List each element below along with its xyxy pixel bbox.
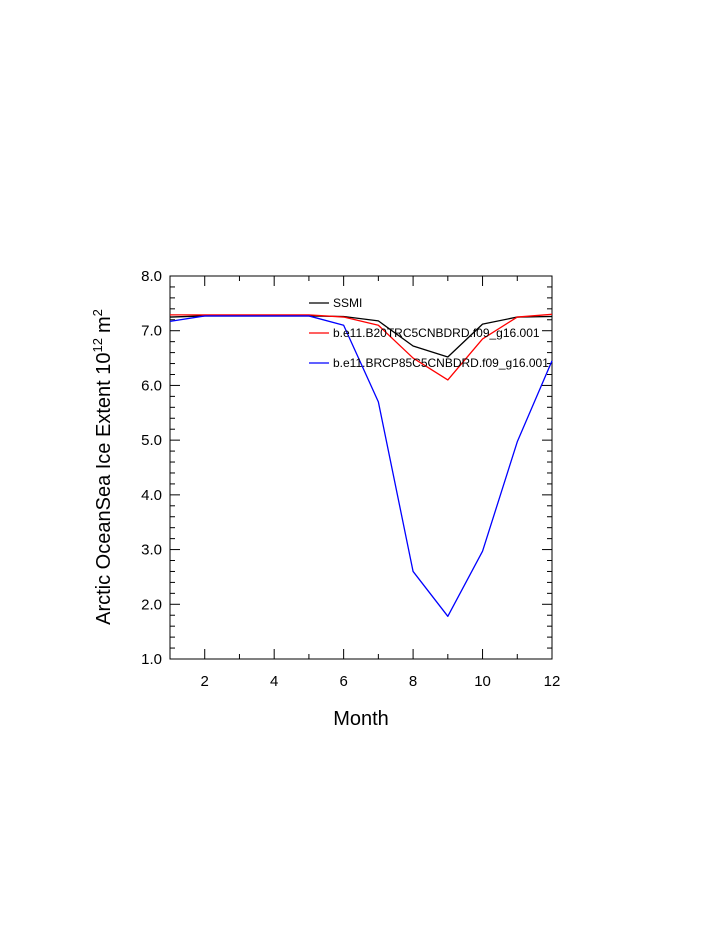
y-tick-label: 2.0 (141, 596, 162, 613)
y-tick-label: 3.0 (141, 542, 162, 559)
legend-label: b.e11.B20TRC5CNBDRD.f09_g16.001 (333, 326, 540, 340)
y-tick-label: 1.0 (141, 651, 162, 668)
series-layer (169, 313, 553, 617)
x-tick-label: 8 (409, 673, 417, 690)
plot-frame (169, 275, 553, 660)
y-axis-title-unit-exponent: 2 (90, 309, 105, 316)
x-tick-label: 6 (339, 673, 347, 690)
axis-ticks: 1.0 2.0 3.0 4.0 5.0 6.0 7.0 8.0 2 4 6 8 10 12 (141, 268, 560, 690)
series-line-2 (169, 315, 553, 617)
x-tick-label: 2 (201, 673, 209, 690)
y-tick-label: 6.0 (141, 377, 162, 394)
y-tick-label: 5.0 (141, 432, 162, 449)
x-axis-title: Month (333, 708, 389, 730)
x-tick-label: 12 (544, 673, 561, 690)
y-axis-title-main: Arctic OceanSea Ice Extent 10 (93, 353, 115, 625)
legend-label: SSMI (333, 296, 362, 310)
x-tick-label: 10 (474, 673, 491, 690)
legend-label: b.e11.BRCP85C5CNBDRD.f09_g16.001 (333, 356, 549, 370)
y-tick-label: 8.0 (141, 268, 162, 285)
y-axis-title-unit: m (93, 316, 115, 333)
y-tick-label: 7.0 (141, 323, 162, 340)
y-axis-title-exponent: 12 (90, 338, 105, 352)
y-tick-label: 4.0 (141, 487, 162, 504)
y-axis-title: Arctic OceanSea Ice Extent 1012 m2 (90, 309, 115, 625)
series-line-1 (170, 313, 553, 381)
x-tick-label: 4 (270, 673, 278, 690)
legend: SSMI b.e11.B20TRC5CNBDRD.f09_g16.001 b.e11… (309, 296, 549, 370)
